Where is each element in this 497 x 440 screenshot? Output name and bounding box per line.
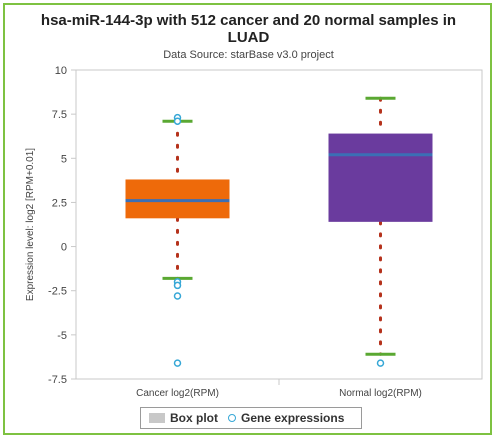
y-tick-label: -7.5: [48, 374, 67, 386]
chart-title-line-2: LUAD: [227, 29, 270, 46]
y-tick-label: 10: [55, 65, 67, 77]
chart-title: hsa-miR-144-3p with 512 cancer and 20 no…: [0, 12, 497, 46]
box-iqr: [125, 179, 230, 219]
x-category-label: Cancer log2(RPM): [136, 388, 219, 399]
y-axis-label: Expression level: log2 [RPM+0.01]: [25, 148, 36, 301]
y-tick-label: 7.5: [52, 109, 67, 121]
y-tick-label: 2.5: [52, 197, 67, 209]
y-tick-label: 0: [61, 242, 67, 254]
circle-marker-icon: [228, 414, 236, 422]
chart-title-line-1: hsa-miR-144-3p with 512 cancer and 20 no…: [40, 12, 457, 29]
legend-item-box-plot[interactable]: Box plot: [149, 411, 218, 425]
y-tick-label: -5: [57, 330, 67, 342]
chart-subtitle: Data Source: starBase v3.0 project: [163, 49, 334, 61]
legend-item-gene-expressions[interactable]: Gene expressions: [228, 411, 344, 425]
chart-legend[interactable]: Box plot Gene expressions: [140, 407, 362, 429]
plot-area: [75, 69, 483, 380]
outlier-point: [173, 117, 182, 125]
legend-label-box-plot: Box plot: [170, 411, 218, 425]
outlier-point: [376, 359, 385, 367]
box-iqr: [328, 133, 433, 222]
y-tick-label: 5: [61, 153, 67, 165]
x-category-label: Normal log2(RPM): [339, 388, 422, 399]
y-tick-label: -2.5: [48, 286, 67, 298]
box-plot-swatch-icon: [149, 413, 165, 423]
outlier-point: [173, 281, 182, 290]
outlier-point: [173, 292, 182, 300]
outlier-point: [173, 359, 182, 367]
legend-label-gene-expressions: Gene expressions: [241, 411, 345, 425]
